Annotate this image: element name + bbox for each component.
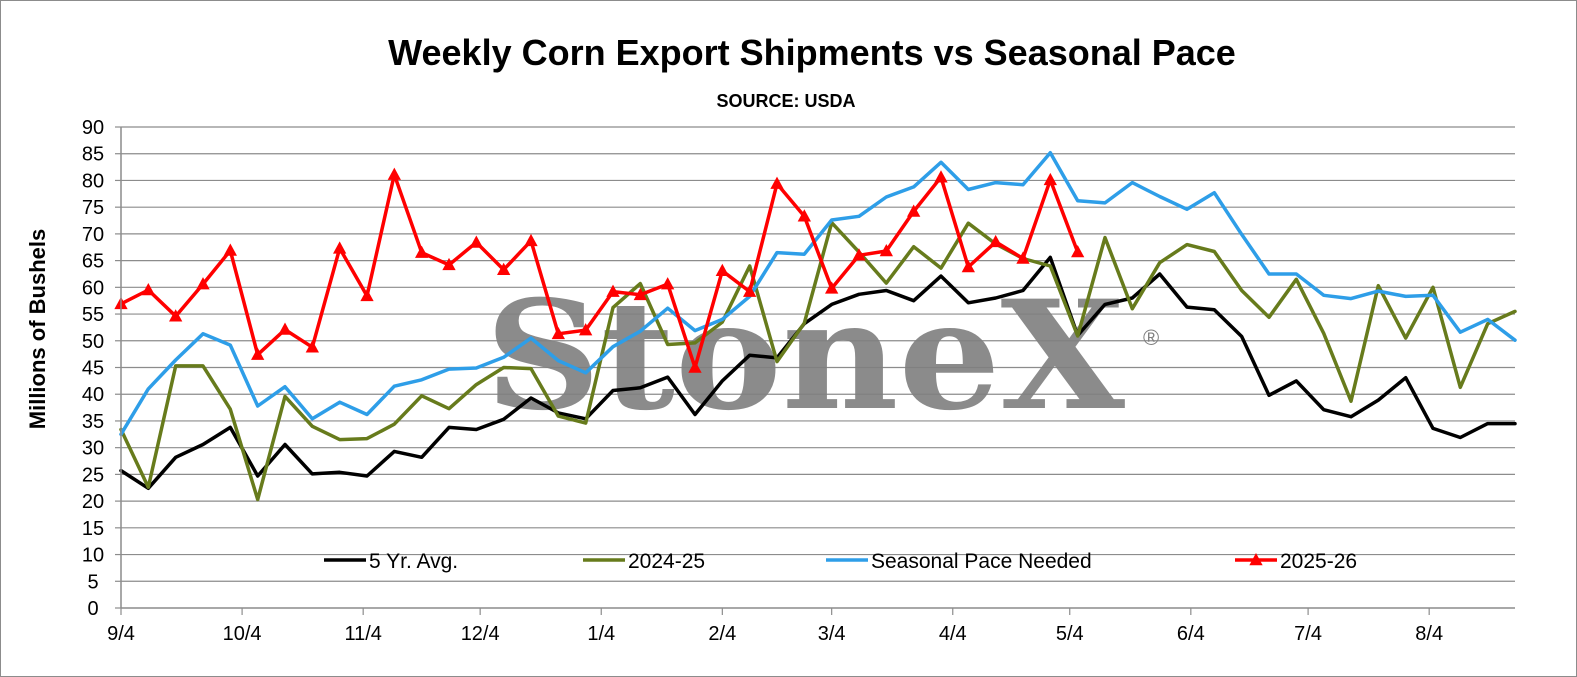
data-point-2025-26 [196,277,210,290]
data-point-2025-26 [141,283,155,296]
y-axis-ticks: 0 5 10 15 20 25 30 35 40 45 50 55 60 65 70 75 80 85 90 [82,117,121,620]
y-tick-label: 15 [82,518,104,540]
y-tick-label: 0 [87,598,98,620]
data-point-2025-26 [715,263,729,277]
x-tick-label: 7/4 [1294,623,1322,645]
data-point-2025-26 [989,234,1003,248]
data-point-2025-26 [415,245,429,258]
x-tick-label: 10/4 [223,623,262,645]
data-point-2025-26 [278,322,292,335]
data-point-2025-26 [633,287,647,301]
x-tick-label: 3/4 [818,623,846,645]
y-tick-label: 85 [82,144,104,166]
series-lines [114,150,1517,502]
x-tick-label: 5/4 [1056,623,1084,645]
y-tick-label: 45 [82,358,104,380]
data-point-2025-26 [1043,172,1057,186]
y-tick-label: 90 [82,117,104,139]
y-tick-label: 55 [82,304,104,326]
data-point-2025-26 [469,235,483,248]
registered-mark: ® [1143,325,1159,350]
y-axis-label: Millions of Bushels [25,229,50,429]
y-tick-label: 80 [82,170,104,192]
data-point-2025-26 [305,340,319,353]
y-tick-label: 35 [82,411,104,433]
x-tick-label: 12/4 [461,623,500,645]
legend-marker [1249,553,1263,566]
data-point-2025-26 [797,209,811,222]
x-tick-label: 8/4 [1415,623,1443,645]
gridlines [121,126,1515,582]
data-point-2025-26 [333,241,347,254]
x-tick-label: 2/4 [708,623,736,645]
y-tick-label: 70 [82,224,104,246]
series-line-seasonal-pace-needed [119,150,1517,437]
x-tick-label: 11/4 [344,623,381,645]
y-tick-label: 20 [82,491,104,513]
y-tick-label: 60 [82,277,104,299]
data-point-2025-26 [879,243,893,257]
data-point-2025-26 [497,262,511,275]
data-point-2025-26 [551,326,565,340]
series-line-2024-25 [119,220,1517,502]
data-point-2025-26 [688,360,702,373]
data-point-2025-26 [606,284,620,297]
legend-label-5-yr-avg: 5 Yr. Avg. [369,550,458,573]
x-tick-label: 9/4 [107,623,135,645]
data-point-2025-26 [1071,245,1085,258]
x-axis-ticks: 9/4 10/4 11/4 12/4 1/4 2/4 3/4 4/4 5/4 6/4 7/4 8/4 [107,608,1443,645]
data-point-2025-26 [387,167,401,180]
data-point-2025-26 [852,248,866,261]
y-tick-label: 75 [82,197,104,219]
y-tick-label: 65 [82,251,104,273]
chart-subtitle: SOURCE: USDA [716,91,855,111]
data-point-2025-26 [1016,251,1030,264]
legend-label-seasonal-pace-needed: Seasonal Pace Needed [871,550,1092,573]
axes [120,127,1515,609]
data-point-2025-26 [661,277,675,290]
x-tick-label: 4/4 [939,623,967,645]
y-tick-label: 50 [82,331,104,353]
chart-title: Weekly Corn Export Shipments vs Seasonal… [388,32,1236,73]
data-point-2025-26 [223,243,237,256]
data-point-2025-26 [524,233,538,247]
data-point-2025-26 [251,347,265,360]
data-point-2025-26 [442,257,456,271]
data-point-2025-26 [579,323,593,336]
data-point-2025-26 [169,309,183,322]
data-point-2025-26 [825,281,839,294]
x-tick-label: 6/4 [1177,623,1205,645]
y-tick-label: 10 [82,545,104,567]
series-line-5-yr-avg [119,255,1517,491]
y-tick-label: 25 [82,464,104,486]
data-point-2025-26 [961,260,975,273]
data-point-2025-26 [360,288,374,302]
legend-label-2024-25: 2024-25 [628,550,705,573]
y-tick-label: 5 [87,571,98,593]
data-point-2025-26 [770,176,784,189]
legend: 5 Yr. Avg. 2024-25 Seasonal Pace Needed 202… [324,550,1357,573]
legend-label-2025-26: 2025-26 [1280,550,1357,573]
data-point-2025-26 [934,170,948,183]
data-point-2025-26 [907,204,921,217]
y-tick-label: 40 [82,384,104,406]
x-tick-label: 1/4 [587,623,615,645]
y-tick-label: 30 [82,438,104,460]
data-point-2025-26 [743,284,757,297]
